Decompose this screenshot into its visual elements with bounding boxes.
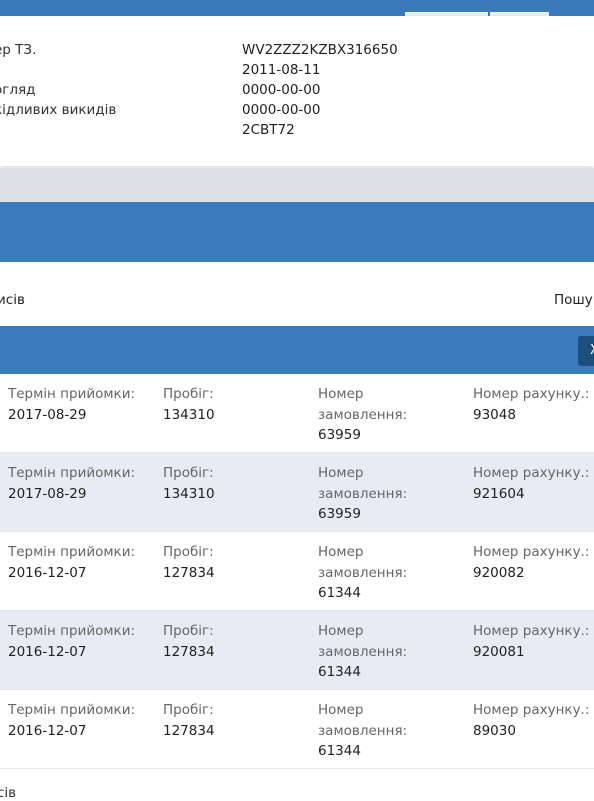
order-value: 61344: [318, 664, 361, 680]
order-label: Номер: [318, 386, 364, 402]
invoice-value: 89030: [473, 722, 516, 739]
info-value: 2CBT72: [242, 122, 295, 138]
top-header-bar: [0, 0, 594, 16]
order-label: замовлення:: [318, 722, 408, 739]
info-label: ер ТЗ.: [0, 42, 37, 58]
date-cell: Термін прийомки: 2017-08-29: [8, 384, 135, 425]
invoice-cell: Номер рахунку.: 921604: [473, 463, 589, 504]
info-label: огляд: [0, 82, 36, 98]
order-label: замовлення:: [318, 485, 408, 502]
date-value: 2017-08-29: [8, 406, 87, 423]
date-label: Термін прийомки:: [8, 623, 136, 639]
mileage-label: Пробіг:: [163, 544, 214, 560]
date-label: Термін прийомки:: [8, 386, 136, 402]
records-count-label: исів: [0, 292, 25, 308]
date-label: Термін прийомки:: [8, 544, 136, 560]
section-header-band: [0, 202, 594, 262]
mileage-value: 127834: [163, 564, 215, 581]
date-label: Термін прийомки:: [8, 702, 136, 718]
mileage-label: Пробіг:: [163, 623, 214, 639]
invoice-label: Номер рахунку.:: [473, 386, 590, 402]
order-label: Номер: [318, 623, 364, 639]
order-label: Номер: [318, 544, 364, 560]
invoice-label: Номер рахунку.:: [473, 702, 590, 718]
invoice-label: Номер рахунку.:: [473, 623, 590, 639]
top-tab-2[interactable]: [490, 12, 549, 16]
invoice-cell: Номер рахунку.: 920082: [473, 542, 589, 583]
order-label: Номер: [318, 702, 364, 718]
table-header: Х: [0, 326, 594, 374]
info-value: WV2ZZZ2KZBX316650: [242, 42, 398, 58]
date-value: 2016-12-07: [8, 643, 87, 660]
invoice-label: Номер рахунку.:: [473, 544, 590, 560]
vehicle-info-card: ер ТЗ. WV2ZZZ2KZBX316650 2011-08-11 огля…: [0, 16, 594, 166]
order-value: 63959: [318, 506, 361, 522]
mileage-label: Пробіг:: [163, 386, 214, 402]
mileage-label: Пробіг:: [163, 465, 214, 481]
table-row[interactable]: Термін прийомки: 2017-08-29 Пробіг: 134310…: [0, 374, 594, 453]
list-controls-bar: исів Пошук: [0, 262, 594, 326]
table-row[interactable]: Термін прийомки: 2016-12-07 Пробіг: 127834…: [0, 611, 594, 690]
invoice-cell: Номер рахунку.: 920081: [473, 621, 589, 662]
invoice-value: 920082: [473, 564, 525, 581]
invoice-cell: Номер рахунку.: 93048: [473, 384, 589, 425]
mileage-cell: Пробіг: 134310: [163, 463, 215, 504]
info-value: 0000-00-00: [242, 82, 321, 98]
order-cell: Номер замовлення: 61344: [318, 621, 407, 683]
invoice-value: 921604: [473, 485, 525, 502]
mileage-value: 134310: [163, 406, 215, 423]
date-value: 2016-12-07: [8, 722, 87, 739]
invoice-value: 93048: [473, 406, 516, 423]
date-cell: Термін прийомки: 2016-12-07: [8, 542, 135, 583]
order-label: замовлення:: [318, 643, 408, 660]
order-cell: Номер замовлення: 61344: [318, 700, 407, 762]
info-value: 0000-00-00: [242, 102, 321, 118]
mileage-cell: Пробіг: 127834: [163, 700, 215, 741]
search-label[interactable]: Пошук: [554, 292, 594, 308]
order-value: 61344: [318, 743, 361, 759]
order-cell: Номер замовлення: 63959: [318, 463, 407, 525]
mileage-cell: Пробіг: 127834: [163, 621, 215, 662]
order-label: замовлення:: [318, 406, 408, 423]
invoice-value: 920081: [473, 643, 525, 660]
order-value: 63959: [318, 427, 361, 443]
date-label: Термін прийомки:: [8, 465, 136, 481]
mileage-value: 127834: [163, 643, 215, 660]
invoice-label: Номер рахунку.:: [473, 465, 590, 481]
table-row[interactable]: Термін прийомки: 2017-08-29 Пробіг: 134310…: [0, 453, 594, 532]
top-tab-1[interactable]: [405, 12, 488, 16]
info-value: 2011-08-11: [242, 62, 321, 78]
info-label: кідливих викидів: [0, 102, 117, 118]
section-separator: [0, 168, 594, 202]
order-label: замовлення:: [318, 564, 408, 581]
date-cell: Термін прийомки: 2016-12-07: [8, 700, 135, 741]
mileage-cell: Пробіг: 127834: [163, 542, 215, 583]
date-cell: Термін прийомки: 2017-08-29: [8, 463, 135, 504]
footer-records-label: сів: [0, 785, 17, 801]
mileage-label: Пробіг:: [163, 702, 214, 718]
order-value: 61344: [318, 585, 361, 601]
table-row[interactable]: Термін прийомки: 2016-12-07 Пробіг: 127834…: [0, 690, 594, 769]
order-label: Номер: [318, 465, 364, 481]
table-row[interactable]: Термін прийомки: 2016-12-07 Пробіг: 127834…: [0, 532, 594, 611]
mileage-value: 127834: [163, 722, 215, 739]
mileage-value: 134310: [163, 485, 215, 502]
date-cell: Термін прийомки: 2016-12-07: [8, 621, 135, 662]
records-list: Термін прийомки: 2017-08-29 Пробіг: 134310…: [0, 374, 594, 769]
date-value: 2017-08-29: [8, 485, 87, 502]
invoice-cell: Номер рахунку.: 89030: [473, 700, 589, 741]
order-cell: Номер замовлення: 61344: [318, 542, 407, 604]
date-value: 2016-12-07: [8, 564, 87, 581]
header-action-button[interactable]: Х: [578, 336, 594, 366]
order-cell: Номер замовлення: 63959: [318, 384, 407, 446]
mileage-cell: Пробіг: 134310: [163, 384, 215, 425]
